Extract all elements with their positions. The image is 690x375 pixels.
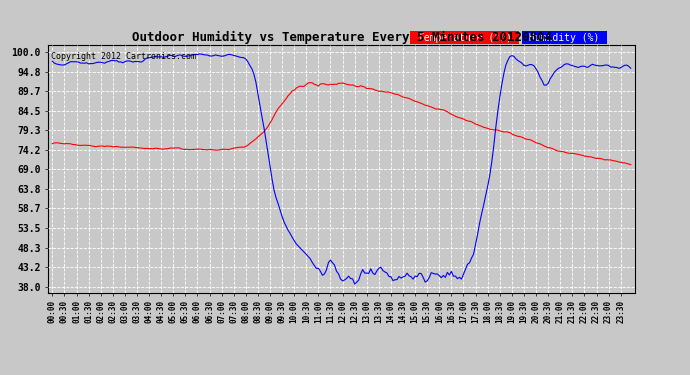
Text: Humidity (%): Humidity (%) (524, 33, 606, 42)
Title: Outdoor Humidity vs Temperature Every 5 Minutes 20120804: Outdoor Humidity vs Temperature Every 5 … (132, 31, 551, 44)
Text: Temperature (°F): Temperature (°F) (412, 33, 518, 42)
Text: Copyright 2012 Cartronics.com: Copyright 2012 Cartronics.com (51, 53, 196, 62)
